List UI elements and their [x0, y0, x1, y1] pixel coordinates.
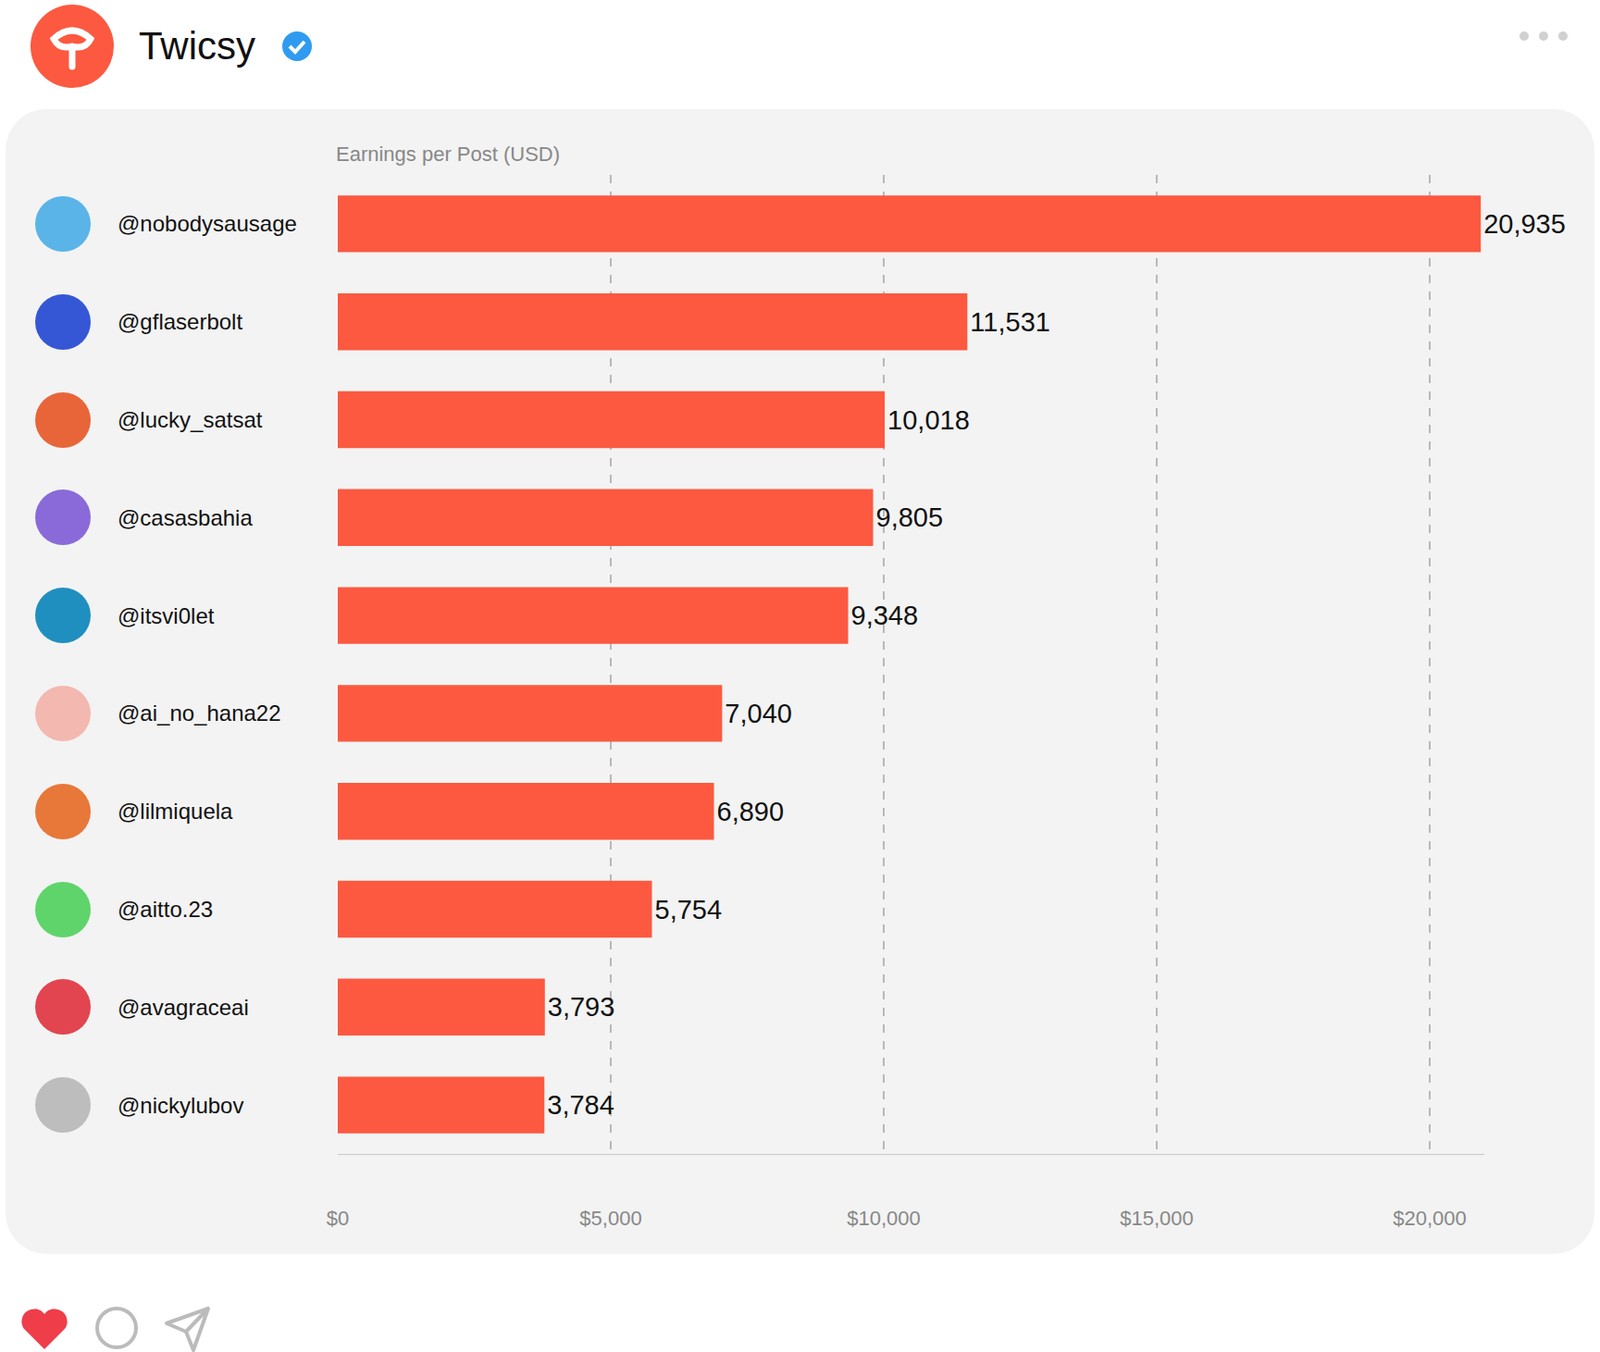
- svg-text:@lucky_satsat: @lucky_satsat: [117, 407, 263, 433]
- svg-text:$10,000: $10,000: [846, 1206, 921, 1230]
- svg-text:5,754: 5,754: [654, 894, 722, 925]
- svg-text:@itsvi0let: @itsvi0let: [117, 603, 215, 629]
- svg-text:11,531: 11,531: [969, 307, 1051, 337]
- svg-text:9,348: 9,348: [851, 600, 919, 631]
- svg-text:9,805: 9,805: [876, 502, 944, 533]
- svg-text:10,018: 10,018: [887, 405, 970, 435]
- svg-text:@aitto.23: @aitto.23: [117, 896, 213, 922]
- svg-text:20,935: 20,935: [1483, 209, 1566, 239]
- svg-text:6,890: 6,890: [717, 796, 785, 827]
- svg-text:$15,000: $15,000: [1119, 1206, 1194, 1230]
- svg-text:@gflaserbolt: @gflaserbolt: [117, 309, 243, 335]
- svg-text:3,784: 3,784: [546, 1090, 615, 1120]
- svg-text:$5,000: $5,000: [579, 1206, 642, 1230]
- svg-text:@ai_no_hana22: @ai_no_hana22: [117, 700, 282, 726]
- svg-text:Earnings per Post (USD): Earnings per Post (USD): [335, 142, 560, 166]
- svg-text:@avagraceai: @avagraceai: [117, 994, 249, 1020]
- svg-text:@lilmiquela: @lilmiquela: [117, 798, 234, 824]
- svg-text:3,793: 3,793: [547, 992, 616, 1022]
- svg-text:@nickylubov: @nickylubov: [117, 1092, 244, 1118]
- svg-text:@casasbahia: @casasbahia: [117, 505, 253, 531]
- svg-text:$20,000: $20,000: [1392, 1206, 1467, 1230]
- svg-text:7,040: 7,040: [724, 698, 793, 729]
- svg-text:$0: $0: [326, 1206, 349, 1230]
- html-text:Twicsy: Twicsy: [138, 24, 256, 68]
- svg-text:@nobodysausage: @nobodysausage: [117, 210, 298, 236]
